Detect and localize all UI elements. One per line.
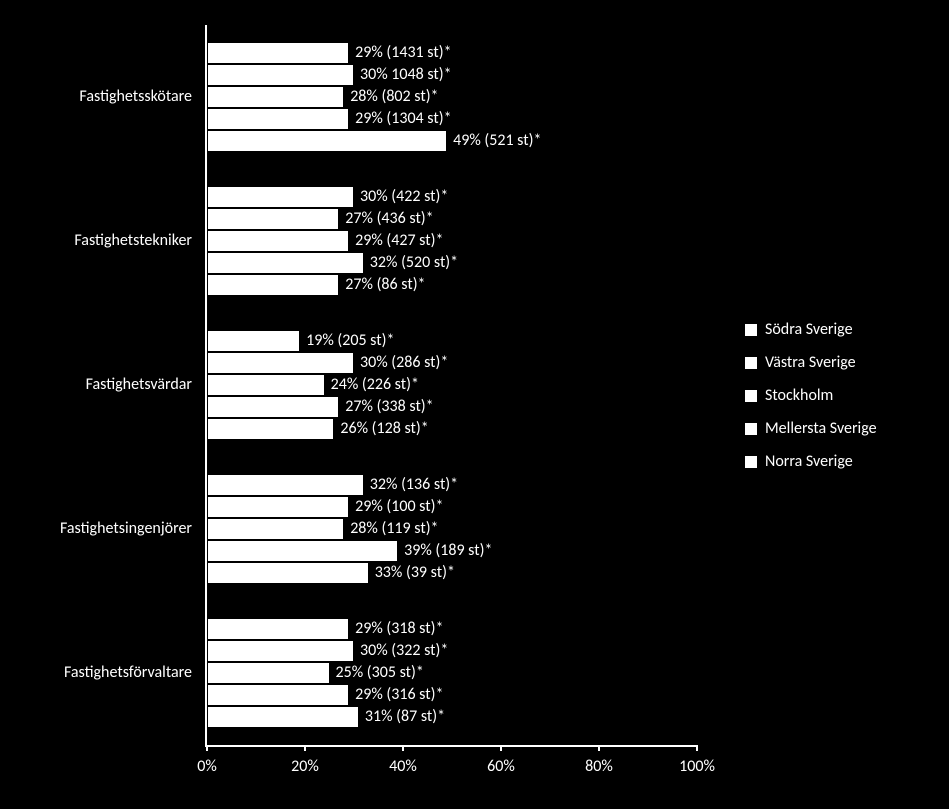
bar [207, 496, 349, 518]
bar-value-label: 24% (226 st)* [331, 374, 419, 396]
bar-value-label: 26% (128 st)* [340, 418, 428, 440]
bar [207, 186, 354, 208]
category-label: Fastighetsvärdar [12, 375, 192, 394]
legend-item: Södra Sverige [745, 320, 877, 339]
legend-swatch [745, 324, 757, 336]
bar [207, 108, 349, 130]
x-tick [696, 745, 698, 751]
bar [207, 662, 330, 684]
bar-value-label: 28% (119 st)* [350, 518, 438, 540]
bar [207, 252, 364, 274]
bar [207, 540, 398, 562]
bar-value-label: 29% (1304 st)* [355, 108, 451, 130]
bar-value-label: 32% (136 st)* [370, 474, 458, 496]
bar-value-label: 31% (87 st)* [365, 706, 445, 728]
bar-value-label: 27% (86 st)* [345, 274, 425, 296]
bar-value-label: 29% (318 st)* [355, 618, 443, 640]
x-tick-label: 40% [389, 757, 417, 776]
bar [207, 474, 364, 496]
category-label: Fastighetstekniker [12, 231, 192, 250]
bar-value-label: 30% (286 st)* [360, 352, 448, 374]
bar-value-label: 27% (338 st)* [345, 396, 433, 418]
x-tick-label: 100% [679, 757, 715, 776]
bar [207, 640, 354, 662]
legend-item: Stockholm [745, 386, 877, 405]
legend-item: Västra Sverige [745, 353, 877, 372]
bar-value-label: 33% (39 st)* [375, 562, 455, 584]
grouped-bar-chart: 29% (1431 st)*30% 1048 st)*28% (802 st)*… [0, 0, 949, 809]
bar [207, 518, 344, 540]
bar [207, 352, 354, 374]
legend: Södra Sverige Västra Sverige Stockholm Mell… [745, 320, 877, 485]
bar-value-label: 27% (436 st)* [345, 208, 433, 230]
bar-value-label: 32% (520 st)* [370, 252, 458, 274]
bar-value-label: 28% (802 st)* [350, 86, 438, 108]
category-label: Fastighetsingenjörer [12, 519, 192, 538]
x-tick [304, 745, 306, 751]
bar [207, 42, 349, 64]
bar [207, 684, 349, 706]
plot-area: 29% (1431 st)*30% 1048 st)*28% (802 st)*… [205, 25, 697, 747]
legend-item: Mellersta Sverige [745, 419, 877, 438]
x-tick [206, 745, 208, 751]
bar [207, 618, 349, 640]
legend-label: Norra Sverige [765, 452, 853, 471]
bar-value-label: 29% (316 st)* [355, 684, 443, 706]
legend-swatch [745, 357, 757, 369]
bar-value-label: 49% (521 st)* [453, 130, 541, 152]
bar [207, 418, 334, 440]
legend-item: Norra Sverige [745, 452, 877, 471]
x-tick-label: 60% [487, 757, 515, 776]
legend-label: Stockholm [765, 386, 833, 405]
x-tick-label: 80% [585, 757, 613, 776]
bar [207, 208, 339, 230]
bar [207, 706, 359, 728]
bar [207, 330, 300, 352]
x-tick [598, 745, 600, 751]
legend-label: Södra Sverige [765, 320, 853, 339]
bar [207, 274, 339, 296]
bar-value-label: 30% 1048 st)* [360, 64, 452, 86]
x-tick [402, 745, 404, 751]
bar [207, 130, 447, 152]
x-tick [500, 745, 502, 751]
legend-swatch [745, 456, 757, 468]
bar [207, 64, 354, 86]
bar-value-label: 29% (100 st)* [355, 496, 443, 518]
x-tick-label: 0% [197, 757, 217, 776]
legend-label: Mellersta Sverige [765, 419, 877, 438]
bar-value-label: 30% (422 st)* [360, 186, 448, 208]
bar-value-label: 25% (305 st)* [336, 662, 424, 684]
category-label: Fastighetsförvaltare [12, 663, 192, 682]
legend-label: Västra Sverige [765, 353, 856, 372]
legend-swatch [745, 390, 757, 402]
category-label: Fastighetsskötare [12, 87, 192, 106]
bar [207, 374, 325, 396]
legend-swatch [745, 423, 757, 435]
bar [207, 230, 349, 252]
bar-value-label: 29% (427 st)* [355, 230, 443, 252]
bar [207, 86, 344, 108]
bar-value-label: 29% (1431 st)* [355, 42, 451, 64]
x-tick-label: 20% [291, 757, 319, 776]
bar-value-label: 39% (189 st)* [404, 540, 492, 562]
bar-value-label: 19% (205 st)* [306, 330, 394, 352]
bar [207, 396, 339, 418]
bar-value-label: 30% (322 st)* [360, 640, 448, 662]
bar [207, 562, 369, 584]
